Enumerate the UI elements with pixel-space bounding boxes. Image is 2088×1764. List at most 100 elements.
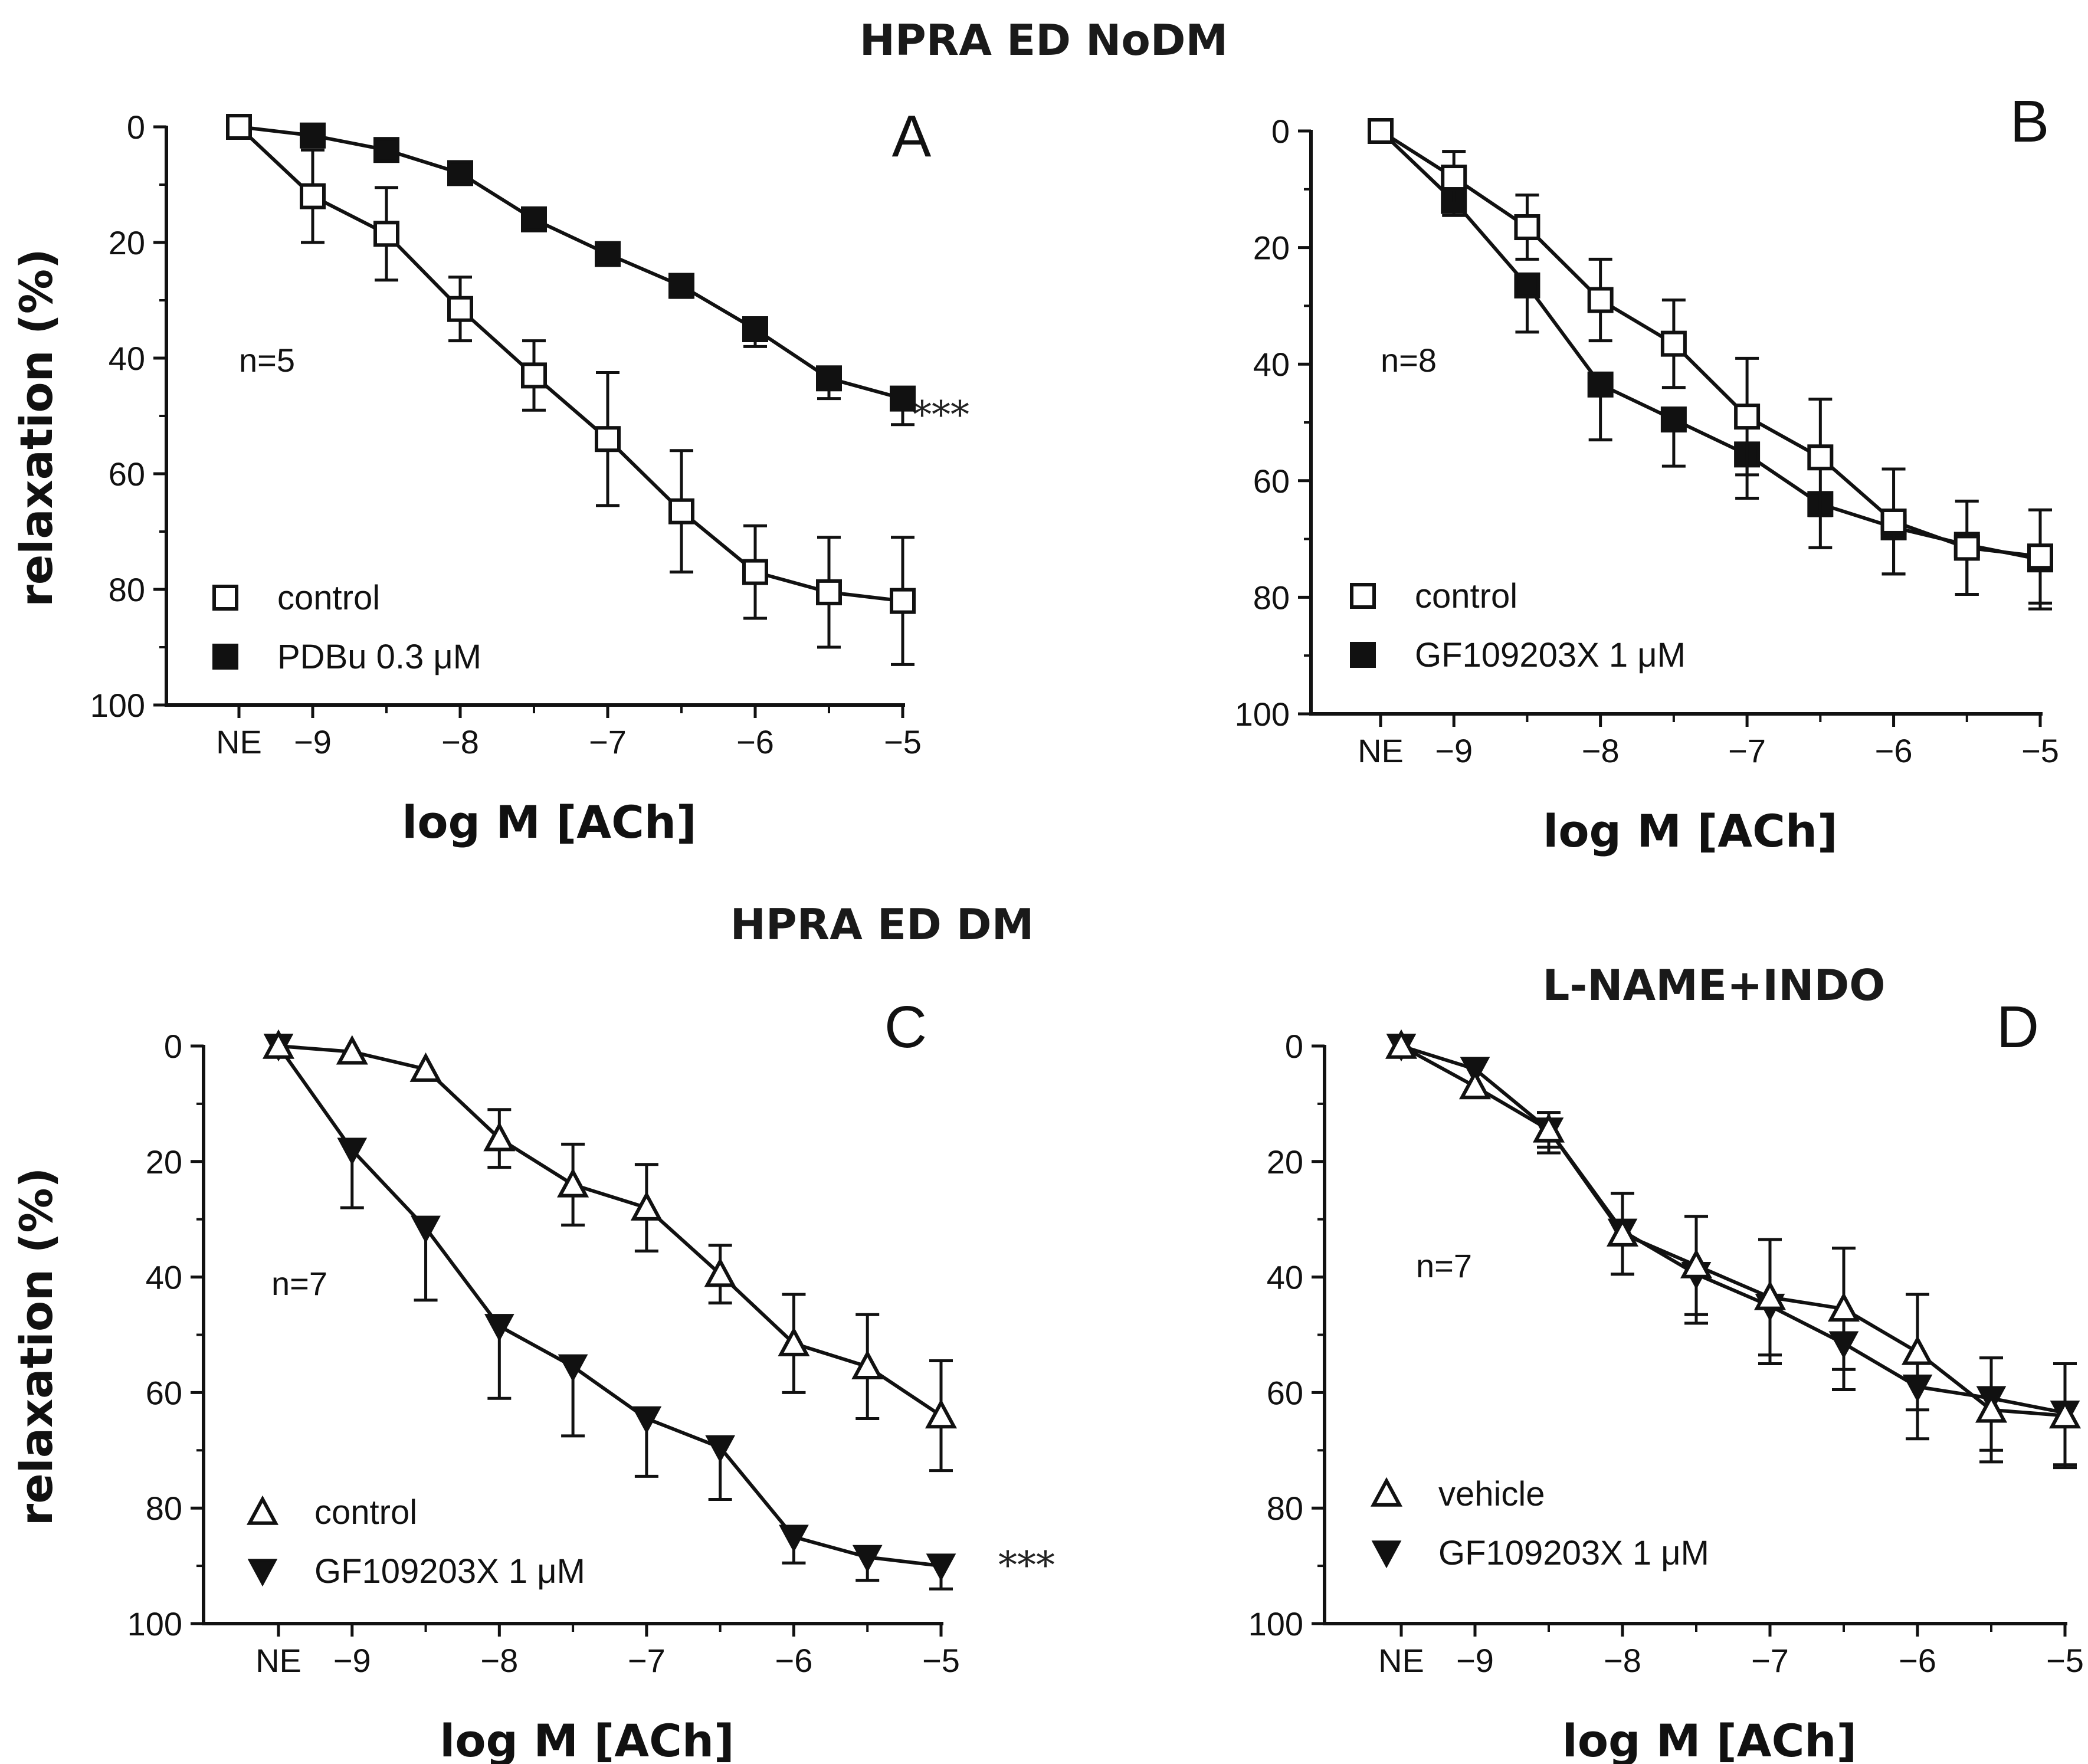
data-point [668,498,694,524]
data-point [890,588,916,614]
data-point [595,241,621,267]
title-middle: HPRA ED DM [730,900,1034,949]
y-tick-label-a: 60 [109,455,145,493]
data-point [1532,1113,1565,1143]
y-tick-label-c: 0 [164,1028,182,1065]
data-point [483,1122,516,1152]
data-point [300,122,326,149]
significance-c: *** [998,1544,1055,1588]
y-tick-label-b: 0 [1271,113,1290,150]
legend-label-a: PDBu 0.3 μM [277,638,481,676]
legend-marker-b [1350,642,1376,668]
legend-label-d: GF109203X 1 μM [1438,1534,1709,1572]
y-axis-label-c: relaxation (%) [10,1168,63,1526]
panel-label-d: D [1997,994,2039,1060]
data-point [1901,1335,1934,1365]
x-tick-label-b: −5 [2021,732,2059,769]
y-tick-label-a: 40 [109,340,145,377]
data-point [742,316,768,342]
data-point [447,160,473,186]
legend-label-d: vehicle [1438,1475,1545,1513]
series-d-2 [1386,1034,2080,1467]
data-point [373,137,399,163]
data-point [1606,1217,1639,1247]
x-tick-label-c: −5 [922,1642,960,1679]
n-label-c: n=7 [271,1265,327,1302]
legend-label-c: GF109203X 1 μM [314,1552,585,1591]
data-point [300,183,326,209]
data-point [926,1553,956,1582]
panel-a: 0 20 40 60 80 100 NE −9 −8 −7 −6 −5 log M [ACh] relax… [10,103,969,848]
x-axis-label-c: log M [ACh] [440,1714,734,1764]
panel-c: 0 20 40 60 80 100 NE −9 −8 −7 −6 −5 log M [ACh] relax… [10,994,1055,1764]
panel-b: 0 20 40 60 80 100 NE −9 −8 −7 −6 −5 log M [ACh] Bn=8 c… [1235,88,2059,857]
data-point [890,385,916,412]
data-point [816,579,842,605]
data-point [816,365,842,392]
data-point [631,1406,662,1434]
data-point [925,1399,958,1429]
title-panel-d-condition: L-NAME+INDO [1543,960,1886,1010]
y-tick-label-d: 40 [1267,1259,1303,1296]
data-point [1587,371,1614,398]
y-tick-label-b: 20 [1253,229,1290,267]
data-point [1880,508,1907,535]
y-tick-label-d: 60 [1267,1374,1303,1411]
data-point [226,114,252,140]
n-label-b: n=8 [1381,342,1437,379]
panel-label-c: C [884,994,927,1060]
x-tick-label-d: −9 [1456,1642,1494,1679]
data-point [409,1052,442,1082]
data-point [262,1029,295,1059]
x-tick-label-b: −8 [1582,732,1620,769]
series-b-1 [1368,118,2053,605]
data-point [778,1326,810,1356]
y-axis-label-a: relaxation (%) [10,248,63,606]
x-tick-label-a: −5 [884,723,922,760]
legend-label-c: control [314,1493,417,1532]
x-tick-label-a: −9 [294,723,332,760]
legend-marker-d [1370,1477,1403,1507]
y-tick-label-c: 40 [146,1259,182,1296]
y-tick-label-d: 80 [1267,1490,1303,1527]
x-tick-label-c: −7 [628,1642,666,1679]
y-tick-label-a: 100 [90,687,145,724]
x-tick-label-d: −7 [1751,1642,1789,1679]
series-line [278,1044,942,1418]
data-point [595,426,621,453]
x-tick-label-a: NE [216,723,262,760]
data-point [668,273,694,299]
series-d-1 [1385,1029,2082,1470]
y-tick-label-c: 100 [127,1605,182,1642]
x-axis-label-b: log M [ACh] [1543,805,1837,857]
x-tick-label-d: −5 [2046,1642,2084,1679]
legend-marker-a [212,585,238,611]
y-tick-label-b: 80 [1253,579,1290,616]
data-point [779,1524,809,1553]
data-point [1368,118,1394,144]
x-tick-label-b: NE [1358,732,1404,769]
series-line [238,125,903,401]
y-tick-label-d: 0 [1285,1028,1303,1065]
y-tick-label-c: 60 [146,1374,182,1411]
panel-d: 0 20 40 60 80 100 NE −9 −8 −7 −6 −5 log M [ACh] Dn=7 v… [1248,994,2084,1764]
data-point [1953,535,1980,561]
data-point [337,1137,368,1166]
data-point [558,1354,588,1382]
data-point [2048,1399,2082,1429]
data-point [2027,543,2053,570]
data-point [447,296,473,322]
x-tick-label-a: −6 [736,723,774,760]
series-line [277,1045,942,1568]
data-point [521,362,547,389]
data-point [704,1257,736,1287]
data-point [1807,444,1834,471]
y-tick-label-b: 100 [1235,696,1290,733]
x-tick-label-b: −9 [1435,732,1473,769]
x-tick-label-d: −8 [1604,1642,1641,1679]
n-label-d: n=7 [1416,1247,1472,1284]
x-tick-label-a: −8 [441,723,479,760]
y-tick-label-d: 100 [1248,1605,1303,1642]
x-tick-label-a: −7 [589,723,627,760]
series-line [1400,1044,2066,1418]
